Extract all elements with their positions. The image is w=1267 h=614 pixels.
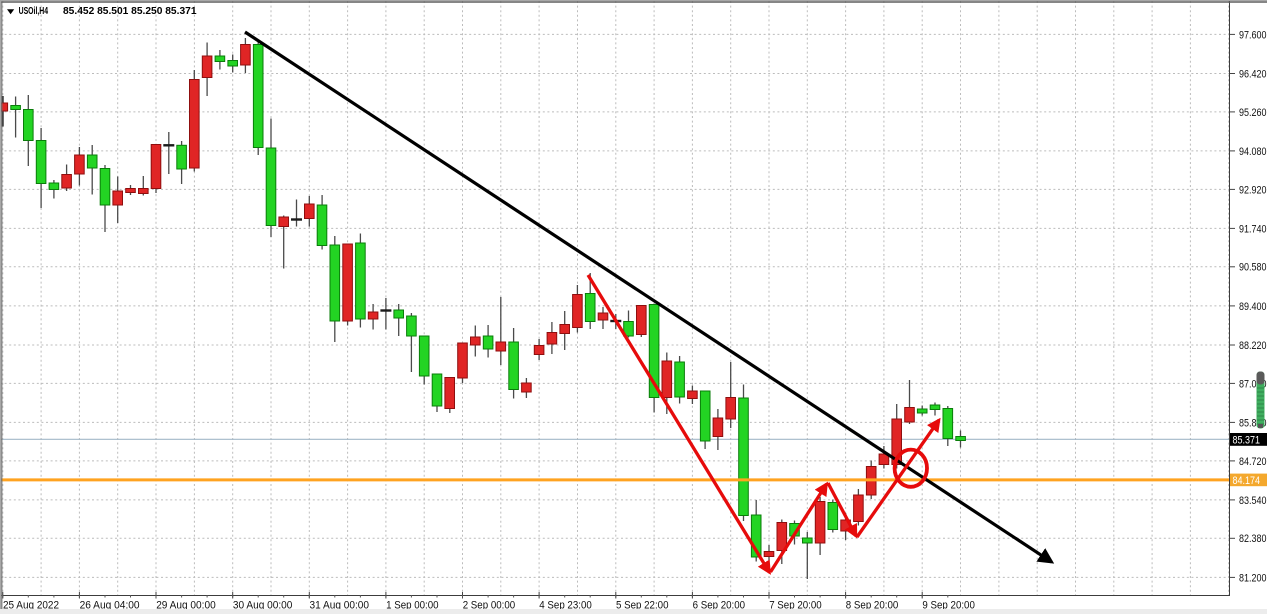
svg-text:8 Sep 20:00: 8 Sep 20:00 — [846, 600, 899, 612]
svg-text:97.600: 97.600 — [1239, 29, 1267, 41]
svg-text:84.720: 84.720 — [1239, 456, 1267, 468]
svg-text:89.400: 89.400 — [1239, 301, 1267, 313]
svg-text:92.920: 92.920 — [1239, 184, 1267, 196]
svg-text:90.580: 90.580 — [1239, 262, 1267, 274]
svg-text:25 Aug 2022: 25 Aug 2022 — [3, 600, 59, 612]
svg-text:4 Sep 23:00: 4 Sep 23:00 — [539, 600, 592, 612]
svg-text:29 Aug 00:00: 29 Aug 00:00 — [156, 600, 216, 612]
svg-text:2 Sep 00:00: 2 Sep 00:00 — [463, 600, 516, 612]
svg-text:91.740: 91.740 — [1239, 223, 1267, 235]
svg-text:USOil,H4: USOil,H4 — [19, 6, 49, 17]
svg-text:84.174: 84.174 — [1233, 475, 1261, 487]
svg-text:9 Sep 20:00: 9 Sep 20:00 — [922, 600, 975, 612]
svg-text:95.260: 95.260 — [1239, 107, 1267, 119]
svg-text:7 Sep 20:00: 7 Sep 20:00 — [769, 600, 822, 612]
svg-text:96.420: 96.420 — [1239, 68, 1267, 80]
svg-text:85.452 85.501 85.250 85.371: 85.452 85.501 85.250 85.371 — [63, 6, 197, 17]
svg-text:85.371: 85.371 — [1233, 434, 1261, 446]
svg-text:26 Aug 04:00: 26 Aug 04:00 — [80, 600, 140, 612]
svg-text:81.200: 81.200 — [1239, 572, 1267, 584]
svg-text:31 Aug 00:00: 31 Aug 00:00 — [310, 600, 370, 612]
svg-text:82.380: 82.380 — [1239, 533, 1267, 545]
svg-text:83.540: 83.540 — [1239, 495, 1267, 507]
svg-text:88.220: 88.220 — [1239, 340, 1267, 352]
svg-text:5 Sep 22:00: 5 Sep 22:00 — [616, 600, 669, 612]
svg-text:1 Sep 00:00: 1 Sep 00:00 — [386, 600, 439, 612]
svg-text:94.080: 94.080 — [1239, 146, 1267, 158]
svg-text:6 Sep 20:00: 6 Sep 20:00 — [693, 600, 746, 612]
svg-text:30 Aug 00:00: 30 Aug 00:00 — [233, 600, 293, 612]
